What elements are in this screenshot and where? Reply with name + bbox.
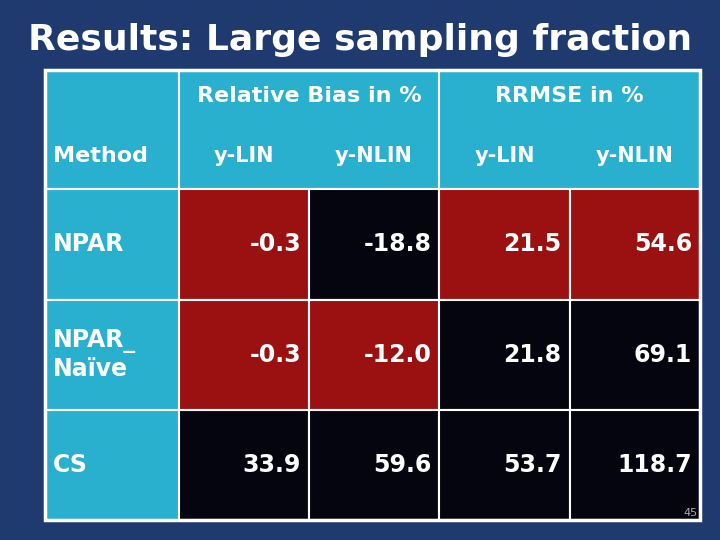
Text: 54.6: 54.6	[634, 232, 692, 256]
Text: NPAR_
Naïve: NPAR_ Naïve	[53, 329, 136, 381]
Text: 53.7: 53.7	[503, 453, 562, 477]
Bar	[570, 300, 700, 410]
Text: 69.1: 69.1	[634, 342, 692, 367]
Bar	[309, 410, 439, 520]
Text: 59.6: 59.6	[373, 453, 431, 477]
Text: CS: CS	[53, 453, 88, 477]
Bar	[439, 300, 570, 410]
Bar	[45, 189, 179, 300]
Bar	[45, 410, 179, 520]
Text: 21.8: 21.8	[503, 342, 562, 367]
Text: 33.9: 33.9	[243, 453, 301, 477]
Bar	[179, 189, 309, 300]
Text: 118.7: 118.7	[617, 453, 692, 477]
Text: -0.3: -0.3	[249, 232, 301, 256]
Text: RRMSE in %: RRMSE in %	[495, 86, 644, 106]
Bar	[45, 70, 179, 189]
Bar	[45, 300, 179, 410]
Bar	[439, 410, 570, 520]
Text: -18.8: -18.8	[364, 232, 431, 256]
Text: Relative Bias in %: Relative Bias in %	[197, 86, 422, 106]
Text: Method: Method	[53, 146, 148, 166]
Text: NPAR: NPAR	[53, 232, 125, 256]
Bar	[45, 70, 700, 520]
Text: y-NLIN: y-NLIN	[596, 146, 674, 166]
Text: 21.5: 21.5	[503, 232, 562, 256]
Bar	[570, 189, 700, 300]
Bar	[179, 410, 309, 520]
Text: 45: 45	[684, 508, 698, 518]
Bar	[309, 189, 439, 300]
Bar	[309, 300, 439, 410]
Text: -0.3: -0.3	[249, 342, 301, 367]
Bar	[570, 410, 700, 520]
Bar	[439, 189, 570, 300]
Bar	[439, 70, 700, 189]
Bar	[179, 70, 439, 189]
Text: -12.0: -12.0	[364, 342, 431, 367]
Text: y-LIN: y-LIN	[214, 146, 274, 166]
Text: Results: Large sampling fraction: Results: Large sampling fraction	[28, 23, 692, 57]
Text: y-LIN: y-LIN	[474, 146, 535, 166]
Bar	[179, 300, 309, 410]
Text: y-NLIN: y-NLIN	[336, 146, 413, 166]
